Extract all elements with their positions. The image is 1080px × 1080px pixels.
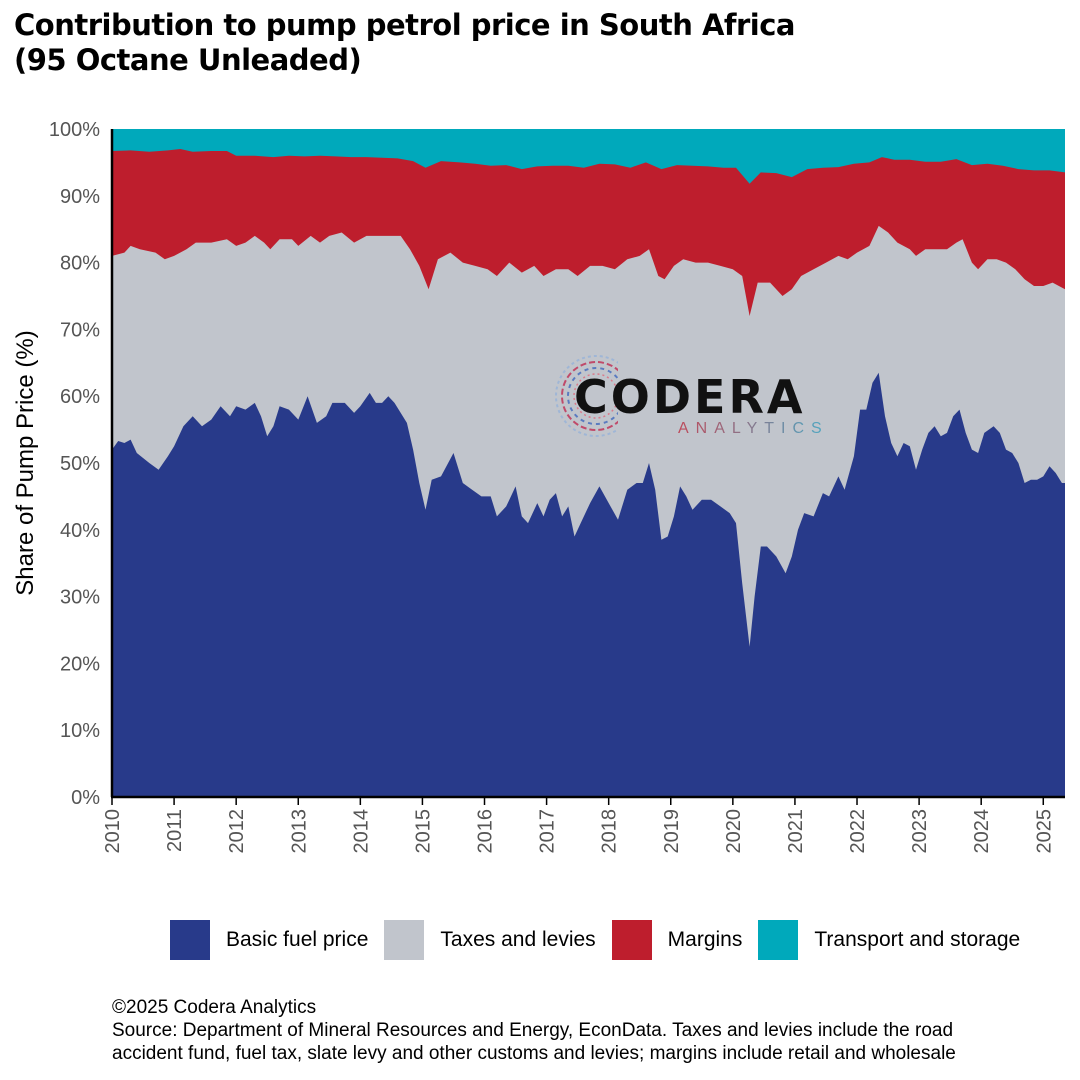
- x-tick-label: 2022: [847, 809, 869, 854]
- x-tick-label: 2017: [537, 809, 559, 854]
- y-tick-label: 50%: [60, 453, 100, 475]
- x-tick-label: 2023: [909, 809, 931, 854]
- y-tick-label: 100%: [49, 119, 100, 141]
- x-tick-label: 2010: [102, 809, 124, 854]
- x-tick-label: 2024: [971, 809, 993, 854]
- legend-label-taxes: Taxes and levies: [440, 928, 596, 951]
- source-note-line-2: accident fund, fuel tax, slate levy and …: [112, 1043, 956, 1064]
- legend-swatch-taxes: [384, 920, 425, 960]
- legend-item-margins: Margins: [611, 920, 743, 960]
- copyright-note: ©2025 Codera Analytics: [112, 997, 317, 1018]
- legend-item-basic-fuel-price: Basic fuel price: [170, 920, 368, 960]
- legend-item-taxes-and-levies: Taxes and levies: [384, 920, 596, 960]
- x-tick-label: 2013: [288, 809, 310, 854]
- x-tick-label: 2021: [785, 809, 807, 854]
- legend-swatch-transport: [758, 920, 799, 960]
- y-tick-label: 40%: [60, 520, 100, 542]
- legend-label-margins: Margins: [667, 928, 743, 951]
- x-tick-label: 2025: [1033, 809, 1055, 854]
- logo-subtitle: ANALYTICS: [678, 420, 829, 437]
- legend-label-transport: Transport and storage: [814, 928, 1021, 951]
- y-tick-label: 90%: [60, 186, 100, 208]
- x-tick-label: 2016: [475, 809, 497, 854]
- y-tick-label: 0%: [71, 787, 100, 809]
- circuit-ring-icon: [555, 355, 618, 437]
- y-tick-label: 80%: [60, 253, 100, 275]
- y-axis-title: Share of Pump Price (%): [12, 330, 39, 595]
- chart-legend: Basic fuel price Taxes and levies Margin…: [170, 920, 1036, 960]
- x-tick-label: 2020: [723, 809, 745, 854]
- logo-wordmark: CODERA: [574, 370, 806, 424]
- chart-footer: ©2025 Codera Analytics Source: Departmen…: [112, 996, 956, 1065]
- x-tick-label: 2015: [412, 809, 434, 854]
- chart-title-line-2: (95 Octane Unleaded): [14, 43, 362, 77]
- y-tick-label: 20%: [60, 653, 100, 675]
- legend-swatch-basic: [170, 920, 210, 960]
- chart-title-line-1: Contribution to pump petrol price in Sou…: [14, 8, 796, 42]
- y-tick-label: 70%: [60, 319, 100, 341]
- y-tick-label: 60%: [60, 386, 100, 408]
- legend-label-basic: Basic fuel price: [226, 928, 369, 951]
- y-tick-label: 30%: [60, 587, 100, 609]
- y-tick-label: 10%: [60, 720, 100, 742]
- x-tick-label: 2011: [164, 809, 186, 852]
- source-note-line-1: Source: Department of Mineral Resources …: [112, 1020, 954, 1041]
- legend-swatch-margins: [611, 920, 652, 960]
- area-basic: [112, 372, 1065, 797]
- x-tick-label: 2019: [661, 809, 683, 854]
- codera-logo: CODERA ANALYTICS: [548, 352, 828, 442]
- x-tick-label: 2014: [350, 809, 372, 854]
- x-tick-label: 2012: [226, 809, 248, 854]
- chart-title: Contribution to pump petrol price in Sou…: [14, 8, 1054, 78]
- legend-item-transport-and-storage: Transport and storage: [758, 920, 1020, 960]
- x-tick-label: 2018: [599, 809, 621, 854]
